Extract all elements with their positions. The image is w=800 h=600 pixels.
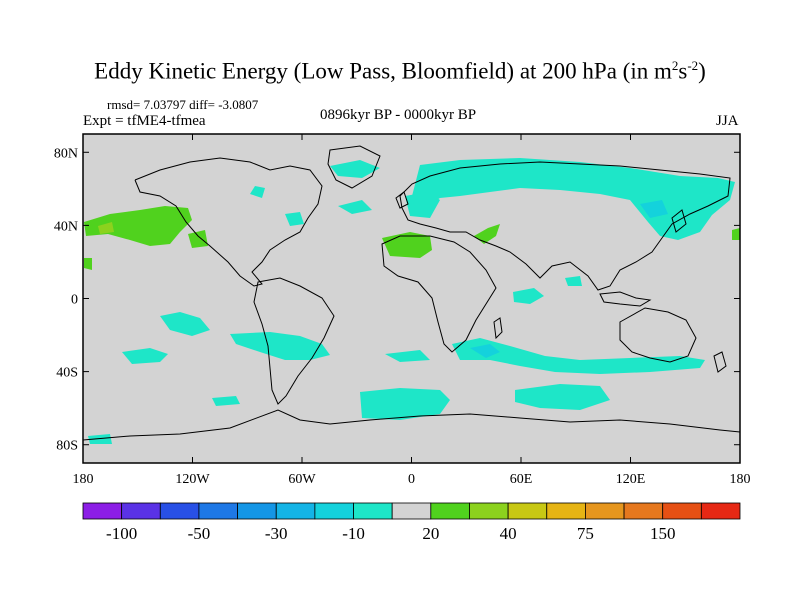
longitude-axis: 180 120W 60W 0 60E 120E 180 bbox=[73, 134, 751, 487]
coastline-south-america bbox=[253, 277, 335, 405]
colorbar-label: -50 bbox=[188, 524, 211, 543]
coastline-greenland bbox=[327, 145, 381, 189]
positive-anomaly-region bbox=[732, 228, 740, 240]
lon-tick-label: 180 bbox=[73, 472, 94, 487]
colorbar-label: -30 bbox=[265, 524, 288, 543]
negative-anomaly-core bbox=[470, 344, 500, 358]
lat-tick-label: 40N bbox=[54, 219, 78, 234]
positive-anomaly-region bbox=[474, 224, 500, 244]
colorbar-box bbox=[275, 502, 316, 520]
colorbar-box bbox=[700, 502, 741, 520]
coastline-eurasia bbox=[399, 161, 731, 291]
colorbar-box bbox=[430, 502, 470, 520]
negative-anomaly-region bbox=[330, 160, 380, 178]
experiment-label: Expt = tfME4-tfmea bbox=[83, 113, 206, 129]
lon-tick-label: 120W bbox=[175, 472, 210, 487]
coastline-madagascar bbox=[493, 317, 503, 340]
period-label: 0896kyr BP - 0000kyr BP bbox=[320, 107, 477, 123]
negative-anomaly-region bbox=[285, 212, 304, 226]
coastline-japan bbox=[671, 209, 687, 233]
colorbar-box bbox=[82, 502, 123, 520]
negative-anomaly-region bbox=[565, 276, 582, 286]
positive-anomaly-region bbox=[84, 258, 92, 270]
positive-anomaly-region bbox=[98, 222, 114, 234]
lat-tick-label: 0 bbox=[71, 293, 78, 308]
negative-anomaly-region bbox=[452, 338, 705, 374]
negative-anomaly-region bbox=[338, 200, 372, 214]
lon-tick-label: 120E bbox=[616, 472, 646, 487]
colorbar-label: 20 bbox=[422, 524, 439, 543]
coastline-british-isles bbox=[395, 191, 409, 209]
colorbar-box bbox=[121, 502, 161, 520]
positive-anomaly-region bbox=[188, 230, 208, 248]
colorbar-box bbox=[546, 502, 586, 520]
coastline-north-america bbox=[134, 157, 323, 287]
colorbar-label: 40 bbox=[500, 524, 517, 543]
negative-anomaly-region bbox=[385, 350, 430, 362]
colorbar-label: 75 bbox=[577, 524, 594, 543]
negative-anomaly-region bbox=[513, 288, 544, 304]
negative-anomaly-region bbox=[230, 332, 330, 360]
negative-anomaly-region bbox=[250, 186, 265, 198]
colorbar-box bbox=[623, 502, 664, 520]
negative-anomaly-region bbox=[122, 348, 168, 364]
negative-anomaly-region bbox=[405, 192, 440, 218]
latitude-axis: 80N 40N 0 40S 80S bbox=[54, 146, 740, 454]
lat-tick-label: 80N bbox=[54, 146, 78, 161]
coastline-new-zealand bbox=[713, 351, 727, 373]
coastline-australia bbox=[619, 307, 697, 363]
lat-tick-label: 80S bbox=[56, 439, 78, 454]
coastline-indonesia bbox=[599, 291, 652, 307]
colorbar-box bbox=[237, 502, 277, 520]
colorbar-box bbox=[391, 502, 432, 520]
lat-tick-label: 40S bbox=[56, 366, 78, 381]
colorbar-box bbox=[585, 502, 625, 520]
negative-anomaly-region bbox=[515, 384, 610, 410]
negative-anomaly-region bbox=[412, 158, 735, 240]
colorbar-box bbox=[198, 502, 238, 520]
negative-anomaly-core bbox=[640, 200, 668, 218]
colorbar-box bbox=[159, 502, 200, 520]
colorbar-box bbox=[469, 502, 509, 520]
colorbar-label: 150 bbox=[650, 524, 676, 543]
colorbar-label: -100 bbox=[106, 524, 137, 543]
coastline-antarctica bbox=[83, 409, 740, 441]
lon-tick-label: 60E bbox=[510, 472, 533, 487]
colorbar-box bbox=[314, 502, 354, 520]
lon-tick-label: 0 bbox=[408, 472, 415, 487]
negative-anomaly-region bbox=[212, 396, 240, 406]
colorbar-box bbox=[507, 502, 548, 520]
colorbar-box bbox=[353, 502, 393, 520]
positive-anomaly-region bbox=[84, 206, 192, 246]
plot-title: Eddy Kinetic Energy (Low Pass, Bloomfiel… bbox=[94, 58, 706, 84]
coastlines bbox=[83, 145, 740, 441]
anomaly-shading bbox=[84, 158, 740, 444]
season-label: JJA bbox=[716, 113, 739, 129]
lon-tick-label: 180 bbox=[730, 472, 751, 487]
lon-tick-label: 60W bbox=[288, 472, 316, 487]
negative-anomaly-region bbox=[360, 388, 450, 420]
negative-anomaly-region bbox=[160, 312, 210, 336]
stats-label: rmsd= 7.03797 diff= -3.0807 bbox=[107, 97, 259, 112]
colorbar: -100 -50 -30 -10 20 40 75 150 bbox=[82, 502, 741, 543]
colorbar-box bbox=[662, 502, 702, 520]
coastline-africa bbox=[381, 235, 497, 353]
colorbar-label: -10 bbox=[342, 524, 365, 543]
